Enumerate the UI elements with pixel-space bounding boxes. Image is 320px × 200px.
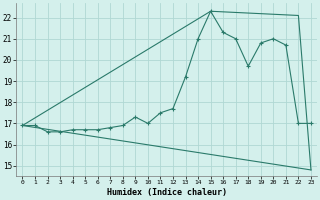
X-axis label: Humidex (Indice chaleur): Humidex (Indice chaleur) bbox=[107, 188, 227, 197]
